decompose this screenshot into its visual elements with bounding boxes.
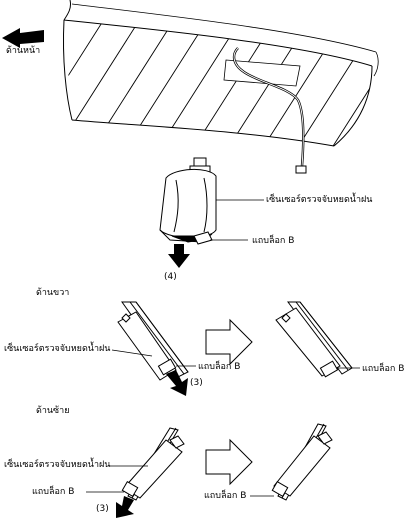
tab-b-left-2-label: แถบล็อก B <box>204 491 247 501</box>
left-side-sensor-before <box>121 427 185 501</box>
sensor-top-label: เซ็นเซอร์ตรวจจับหยดน้ำฝน <box>266 195 373 205</box>
front-label: ด้านหน้า <box>6 46 41 56</box>
rain-sensor-removed <box>159 157 217 245</box>
right-side-label: ด้านขวา <box>36 288 70 298</box>
sensor-right-leader <box>111 349 153 357</box>
windshield <box>62 0 379 174</box>
sensor-left-label: เซ็นเซอร์ตรวจจับหยดน้ำฝน <box>4 460 111 470</box>
left-side-transition-arrow <box>205 438 253 486</box>
step-3-left-arrow <box>116 496 134 518</box>
sensor-right-label: เซ็นเซอร์ตรวจจับหยดน้ำฝน <box>4 344 111 354</box>
step-4-label: (4) <box>164 272 177 282</box>
left-side-sensor-after <box>271 423 333 501</box>
tab-b-left-1-label: แถบล็อก B <box>32 487 75 497</box>
step-3-right-label: (3) <box>190 378 203 388</box>
right-side-transition-arrow <box>205 318 253 366</box>
step-4-arrow <box>168 244 190 268</box>
left-side-label: ด้านซ้าย <box>36 406 70 416</box>
tab-b-right-2-label: แถบล็อก B <box>362 364 405 374</box>
step-3-right-arrow <box>166 370 188 396</box>
front-direction-arrow <box>2 28 44 48</box>
right-side-sensor-after <box>275 301 353 378</box>
step-3-left-label: (3) <box>96 504 109 514</box>
tab-b-top-label: แถบล็อก B <box>252 236 295 246</box>
right-side-sensor-before <box>117 301 189 381</box>
tab-b-right-1-label: แถบล็อก B <box>198 362 241 372</box>
